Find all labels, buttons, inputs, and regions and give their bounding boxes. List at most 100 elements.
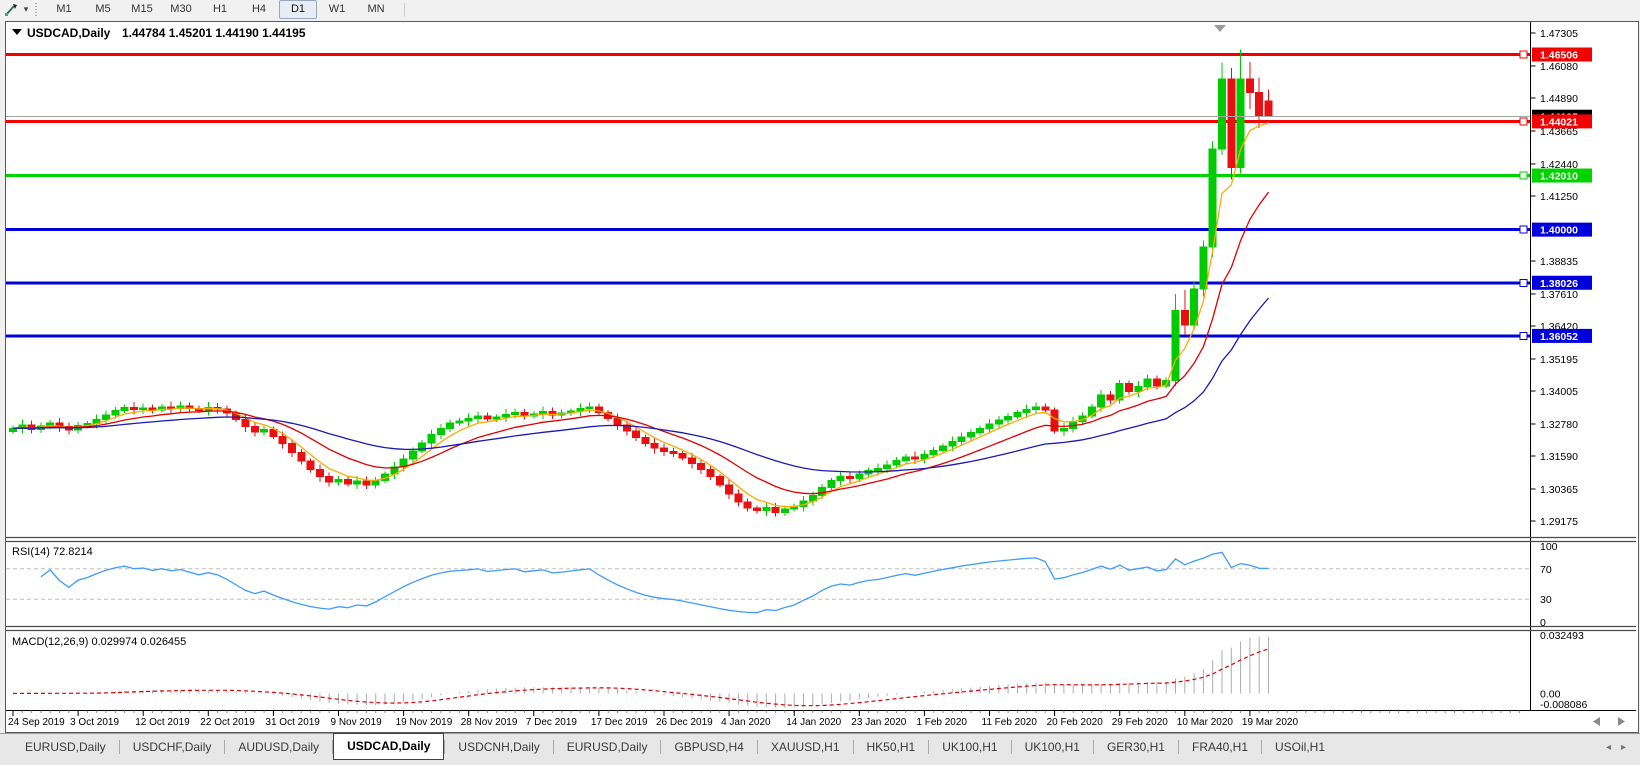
toolbar-grip[interactable] [35,2,40,17]
price-chart-canvas[interactable]: 1.47305 1.46080 1.44890 1.43665 1.42440 1.412… [6,22,1636,732]
date-label: 3 Oct 2019 [70,717,119,728]
candle [687,452,696,469]
candle [167,401,176,414]
chart-tab-hk50-h1[interactable]: HK50,H1 [866,740,916,754]
candle [1032,402,1040,414]
tool-dropdown-caret-icon[interactable]: ▾ [23,4,29,14]
chart-tab-usdchf-daily[interactable]: USDCHF,Daily [132,740,212,754]
moving-averages-layer [12,122,1270,508]
candle [325,472,334,487]
candle [446,419,455,432]
price-badge [1532,47,1592,62]
date-label: 26 Dec 2019 [656,717,713,728]
candle [762,502,771,516]
hline-handle[interactable] [1519,171,1528,180]
tabs-scroll-right-icon[interactable]: ▸ [1620,741,1626,753]
price-tick-label: 1.46080 [1540,61,1578,73]
timeframe-button-m15[interactable]: M15 [131,3,153,15]
timeframe-button-w1[interactable]: W1 [328,3,346,15]
candle [641,434,650,447]
chart-tab-usdcnh-daily[interactable]: USDCNH,Daily [458,740,540,754]
price-tick-label: 1.32780 [1540,419,1578,431]
hline-handle[interactable] [1519,331,1528,340]
chart-tab-eurusd-daily[interactable]: EURUSD,Daily [566,740,648,754]
chart-tab-gbpusd-h4[interactable]: GBPUSD,H4 [674,740,744,754]
price-badge [1532,222,1592,237]
date-label: 20 Feb 2020 [1047,717,1104,728]
timeframe-button-m5[interactable]: M5 [95,3,111,15]
chart-tab-usoil-h1[interactable]: USOil,H1 [1275,740,1326,754]
chart-tab-fra40-h1[interactable]: FRA40,H1 [1191,740,1249,754]
timeframe-button-m30[interactable]: M30 [170,3,192,15]
chart-window: 1.47305 1.46080 1.44890 1.43665 1.42440 1.412… [0,19,1640,733]
hline-handle[interactable] [1519,225,1528,234]
macd-tick-label: 0.032493 [1540,630,1584,642]
timeframe-button-mn[interactable]: MN [367,3,385,15]
chart-tab-ger30-h1[interactable]: GER30,H1 [1106,740,1165,754]
candle [669,448,678,458]
candle [650,438,659,454]
chart-tab-uk100-h1[interactable]: UK100,H1 [1024,740,1080,754]
candle [1236,49,1245,174]
timeframe-button-d1[interactable]: D1 [279,0,317,19]
hline-handle[interactable] [1519,117,1528,126]
candle [176,401,185,413]
candle [790,503,799,512]
candle [873,463,882,476]
candle [632,427,641,441]
candle [753,505,761,514]
candle [1245,62,1254,110]
date-axis-layer: 24 Sep 2019 3 Oct 2019 12 Oct 2019 22 Oct 2… [8,710,1521,728]
chart-tab-xauusd-h1[interactable]: XAUUSD,H1 [770,740,840,754]
chart-tab-uk100-h1[interactable]: UK100,H1 [942,740,998,754]
price-badge-label: 1.42010 [1540,171,1578,183]
timeframe-button-h1[interactable]: H1 [212,3,228,15]
cursor-tool-icon[interactable] [2,2,20,18]
price-badge [1532,275,1592,290]
chart-scroll-left-icon[interactable] [1593,717,1600,726]
candle [920,450,929,464]
tab-separator [928,740,930,754]
date-label: 19 Nov 2019 [396,717,453,728]
timeframe-toolbar: ▾ M1 M5 M15 M30 H1 H4 D1 W1 MN [0,0,1640,20]
price-tick-label: 1.34005 [1540,386,1578,398]
candle [306,458,315,473]
hline-handle[interactable] [1519,278,1528,287]
candle [436,423,445,440]
timeframe-button-h4[interactable]: H4 [251,3,267,15]
chart-tab-eurusd-daily[interactable]: EURUSD,Daily [25,740,106,754]
candle [1208,140,1217,258]
date-label: 7 Dec 2019 [526,717,578,728]
candle [613,413,622,430]
symbol-dropdown-icon[interactable] [12,29,22,35]
candle [1218,62,1226,155]
tabs-scroll-left-icon[interactable]: ◂ [1605,741,1611,753]
rsi-tick-label: 0 [1540,617,1546,629]
chart-tab-audusd-daily[interactable]: AUDUSD,Daily [238,740,320,754]
price-tick-label: 1.41250 [1540,191,1578,203]
bar-shift-marker-icon[interactable] [1214,25,1226,32]
candle [994,415,1003,429]
date-label: 9 Nov 2019 [331,717,383,728]
date-label: 23 Jan 2020 [851,717,906,728]
price-axis-layer: 1.47305 1.46080 1.44890 1.43665 1.42440 1.412… [6,22,1636,711]
timeframe-button-m1[interactable]: M1 [56,3,72,15]
candle [1227,68,1236,180]
chart-tab-usdcad-daily[interactable]: USDCAD,Daily [333,732,445,760]
hline-handle[interactable] [1519,50,1528,59]
candle [892,457,901,469]
candle [1125,380,1133,395]
candle [157,404,166,413]
chart-scroll-right-icon[interactable] [1618,717,1625,726]
price-tick-label: 1.31590 [1540,451,1578,463]
price-badge-label: 1.38026 [1540,278,1578,290]
date-label: 28 Nov 2019 [461,717,518,728]
candle [9,425,17,435]
candle [1134,381,1143,397]
rsi-tick-label: 100 [1540,541,1558,553]
candle [418,440,427,454]
candle [315,464,324,482]
candle [846,472,854,483]
candle [576,403,585,417]
